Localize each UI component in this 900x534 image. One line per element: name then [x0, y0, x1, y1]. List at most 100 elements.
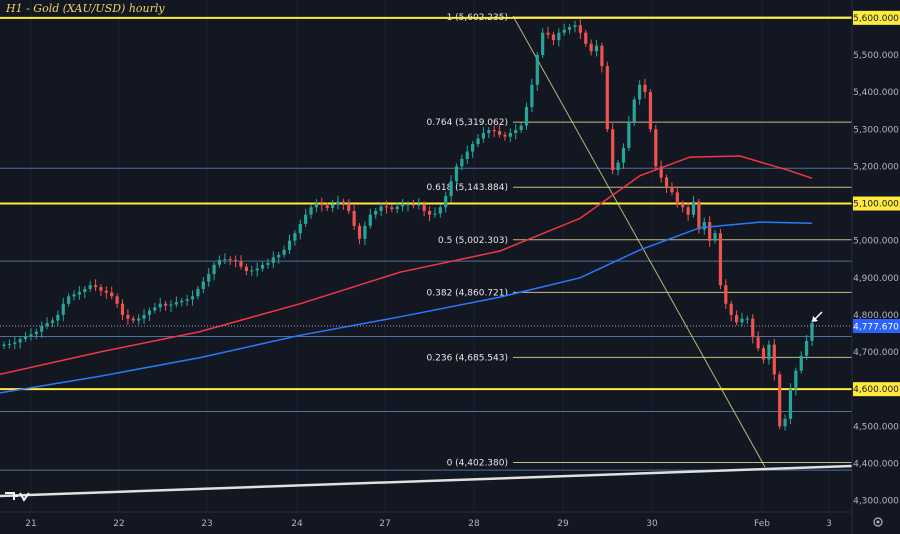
candle	[126, 308, 130, 325]
moving-average-fast	[0, 155, 813, 376]
candle-body	[605, 66, 609, 130]
candle	[390, 204, 394, 213]
fib-level-label: 0.618 (5,143.884)	[427, 183, 508, 193]
current-price-tag: 4,777.670	[853, 319, 900, 333]
candle	[223, 253, 227, 265]
candle	[734, 310, 739, 326]
y-tick-label: 5,400.000	[853, 88, 899, 98]
x-tick-label: 24	[291, 519, 303, 529]
candle-body	[228, 259, 232, 261]
candle-body	[530, 84, 534, 107]
candle	[7, 339, 11, 349]
candle-body	[374, 210, 378, 215]
candle-body	[23, 336, 28, 340]
candle	[158, 297, 162, 312]
candle	[77, 285, 82, 300]
candle	[83, 285, 87, 299]
candle-body	[514, 129, 518, 133]
candle-body	[497, 131, 502, 135]
candle-body	[681, 203, 685, 208]
candle	[740, 312, 744, 327]
candle-body	[2, 344, 6, 347]
candle	[110, 286, 114, 300]
candle-body	[729, 303, 733, 315]
settings-gear-icon[interactable]	[873, 517, 883, 527]
candle	[2, 341, 6, 350]
candle-body	[212, 264, 216, 275]
candle-body	[444, 196, 448, 208]
candle	[50, 317, 55, 328]
candle	[745, 315, 749, 324]
x-tick-label: 23	[201, 519, 212, 529]
candle-body	[573, 25, 577, 28]
candle	[659, 160, 663, 183]
candle	[799, 351, 803, 374]
candle	[654, 124, 658, 171]
candle	[250, 265, 254, 277]
x-tick-label: 22	[113, 519, 124, 529]
candle-body	[718, 233, 723, 286]
candle	[244, 263, 248, 276]
candle	[45, 317, 49, 330]
candle	[562, 23, 566, 36]
candle	[29, 328, 33, 341]
candle-body	[120, 303, 125, 315]
candle-body	[147, 310, 152, 315]
candle	[433, 207, 437, 218]
candle-body	[794, 370, 798, 390]
candle-body	[471, 144, 475, 152]
candle-body	[589, 43, 593, 52]
candle-body	[568, 27, 572, 30]
candle-body	[772, 344, 776, 375]
candle	[164, 300, 168, 311]
key-level-tag: 5,600.000	[853, 14, 899, 24]
candle	[589, 39, 593, 56]
candle	[702, 217, 706, 235]
key-level-tag: 4,600.000	[853, 385, 899, 395]
candle	[212, 261, 216, 281]
x-tick-label: 21	[25, 519, 36, 529]
candle	[309, 204, 313, 219]
candle-body	[45, 323, 49, 327]
candle	[729, 300, 733, 322]
arrow-annotation-icon	[812, 311, 823, 322]
rising-support-trendline	[0, 464, 853, 498]
candle	[772, 338, 776, 381]
candle	[153, 303, 157, 314]
candle	[476, 134, 480, 148]
candle	[497, 125, 502, 138]
candle	[56, 310, 60, 326]
candle-body	[77, 291, 82, 295]
y-tick-label: 4,900.000	[853, 274, 899, 284]
candle-body	[180, 300, 184, 303]
candle	[756, 331, 760, 352]
candle	[751, 314, 755, 344]
candle	[648, 89, 652, 133]
candle-body	[708, 222, 712, 241]
candle	[115, 293, 119, 308]
candle	[406, 201, 410, 212]
candle	[314, 199, 319, 213]
candle-body	[320, 203, 324, 206]
candle	[379, 202, 383, 217]
candle	[142, 308, 146, 324]
candle-body	[805, 340, 809, 356]
candle-body	[174, 302, 178, 305]
candle-body	[131, 318, 135, 321]
candle-body	[503, 134, 507, 137]
candle-body	[778, 374, 782, 427]
candle-body	[734, 314, 739, 323]
candle-body	[740, 318, 744, 323]
candle-body	[153, 307, 157, 311]
candle-body	[611, 129, 615, 171]
candle-body	[659, 166, 663, 178]
candle-body	[293, 233, 297, 241]
candle	[708, 216, 712, 247]
candle-body	[93, 285, 98, 288]
candle-body	[158, 303, 162, 308]
candle-body	[384, 206, 389, 208]
candle	[664, 174, 669, 194]
candle	[341, 198, 345, 210]
candle-body	[67, 296, 71, 304]
candle-body	[29, 334, 33, 337]
